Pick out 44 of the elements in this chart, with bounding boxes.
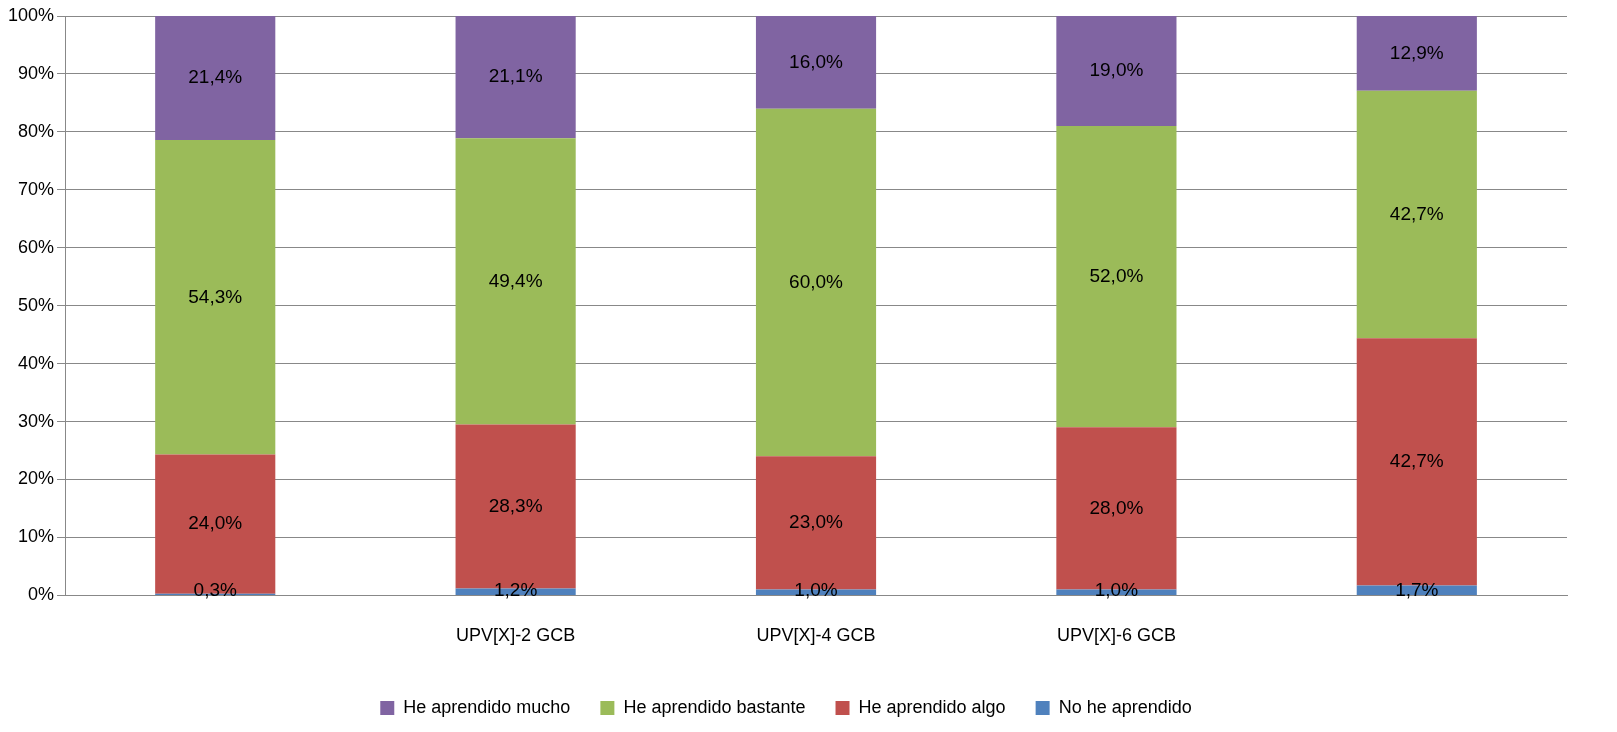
y-tick-label: 80% (18, 120, 55, 141)
y-tick-label: 30% (18, 410, 55, 431)
data-label: 42,7% (1389, 450, 1444, 472)
data-label: 28,3% (488, 494, 543, 516)
x-tick-label: UPV[X]-4 GCB (756, 625, 876, 646)
y-tick-label: 100% (7, 4, 55, 25)
y-tick-label: 70% (18, 178, 55, 199)
legend-label: He aprendido mucho (403, 696, 571, 717)
data-label: 60,0% (789, 270, 844, 292)
y-tick-label: 0% (28, 584, 55, 605)
data-label: 21,4% (188, 66, 243, 88)
bar (1056, 16, 1177, 127)
data-label: 12,9% (1389, 41, 1444, 63)
data-label: 42,7% (1389, 202, 1444, 224)
x-tick-label: UPV[X]-6 GCB (1056, 625, 1176, 646)
data-label: 16,0% (789, 50, 844, 72)
data-label: 24,0% (188, 512, 243, 534)
bar (455, 16, 576, 139)
bar (1356, 16, 1477, 91)
legend-label: He aprendido bastante (623, 696, 806, 717)
x-tick-label: UPV[X]-2 GCB (456, 625, 576, 646)
y-tick-label: 60% (18, 236, 55, 257)
bar (455, 138, 576, 425)
legend-label: He aprendido algo (858, 696, 1006, 717)
bar (1356, 90, 1477, 339)
bar (155, 16, 276, 140)
y-tick-label: 40% (18, 352, 55, 373)
bar (755, 108, 877, 457)
data-label: 19,0% (1089, 59, 1144, 81)
y-tick-label: 10% (18, 526, 55, 547)
data-label: 21,1% (488, 65, 543, 87)
y-tick-label: 50% (18, 294, 55, 315)
bar (755, 16, 877, 109)
data-label: 49,4% (488, 269, 543, 291)
bar (1056, 126, 1177, 428)
bar (155, 139, 276, 455)
y-tick-label: 20% (18, 468, 55, 489)
y-tick-label: 90% (18, 62, 55, 83)
data-label: 23,0% (789, 511, 844, 533)
data-label: 52,0% (1089, 264, 1144, 286)
legend-label: No he aprendido (1058, 696, 1192, 717)
data-label: 54,3% (188, 285, 243, 307)
data-label: 1,7% (1395, 579, 1439, 601)
data-label: 28,0% (1089, 496, 1144, 518)
